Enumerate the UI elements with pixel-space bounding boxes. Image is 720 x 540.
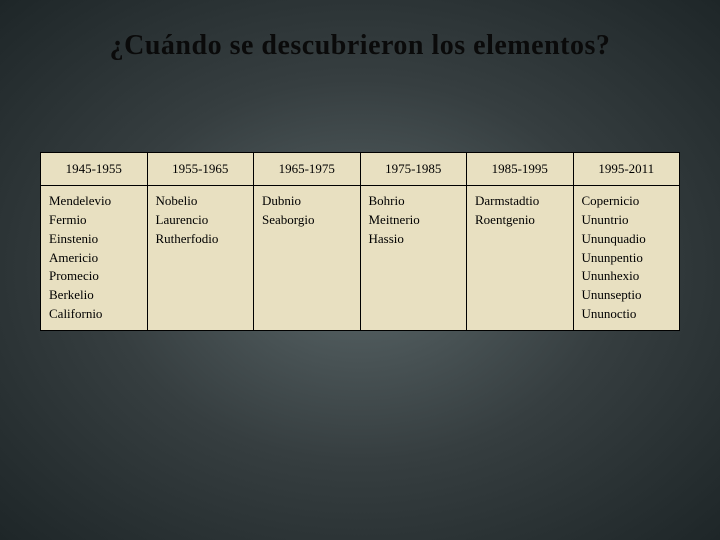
- element-name: Hassio: [369, 230, 459, 249]
- table-cell: DubnioSeaborgio: [254, 186, 361, 331]
- element-name: Bohrio: [369, 192, 459, 211]
- element-name: Einstenio: [49, 230, 139, 249]
- page-title: ¿Cuándo se descubrieron los elementos?: [40, 30, 680, 62]
- table-cell: NobelioLaurencioRutherfodio: [147, 186, 254, 331]
- col-header: 1965-1975: [254, 153, 361, 186]
- element-name: Roentgenio: [475, 211, 565, 230]
- element-name: Seaborgio: [262, 211, 352, 230]
- col-header: 1995-2011: [573, 153, 680, 186]
- element-name: Rutherfodio: [156, 230, 246, 249]
- element-name: Nobelio: [156, 192, 246, 211]
- slide: ¿Cuándo se descubrieron los elementos? 1…: [0, 0, 720, 540]
- element-name: Mendelevio: [49, 192, 139, 211]
- elements-table: 1945-1955 1955-1965 1965-1975 1975-1985 …: [40, 152, 680, 331]
- element-name: Americio: [49, 249, 139, 268]
- table-cell: MendelevioFermioEinstenioAmericioPromeci…: [41, 186, 148, 331]
- element-name: Copernicio: [582, 192, 672, 211]
- element-name: Ununpentio: [582, 249, 672, 268]
- col-header: 1975-1985: [360, 153, 467, 186]
- element-name: Ununhexio: [582, 267, 672, 286]
- element-name: Fermio: [49, 211, 139, 230]
- element-name: Meitnerio: [369, 211, 459, 230]
- element-name: Darmstadtio: [475, 192, 565, 211]
- table-cell: BohrioMeitnerioHassio: [360, 186, 467, 331]
- col-header: 1955-1965: [147, 153, 254, 186]
- table-container: 1945-1955 1955-1965 1965-1975 1975-1985 …: [40, 152, 680, 331]
- col-header: 1985-1995: [467, 153, 574, 186]
- element-name: Californio: [49, 305, 139, 324]
- table-cell: CopernicioUnuntrioUnunquadioUnunpentioUn…: [573, 186, 680, 331]
- table-row: MendelevioFermioEinstenioAmericioPromeci…: [41, 186, 680, 331]
- element-name: Ununseptio: [582, 286, 672, 305]
- table-header-row: 1945-1955 1955-1965 1965-1975 1975-1985 …: [41, 153, 680, 186]
- element-name: Dubnio: [262, 192, 352, 211]
- element-name: Promecio: [49, 267, 139, 286]
- col-header: 1945-1955: [41, 153, 148, 186]
- element-name: Berkelio: [49, 286, 139, 305]
- table-body: MendelevioFermioEinstenioAmericioPromeci…: [41, 186, 680, 331]
- element-name: Ununoctio: [582, 305, 672, 324]
- element-name: Laurencio: [156, 211, 246, 230]
- element-name: Ununtrio: [582, 211, 672, 230]
- element-name: Ununquadio: [582, 230, 672, 249]
- table-header: 1945-1955 1955-1965 1965-1975 1975-1985 …: [41, 153, 680, 186]
- table-cell: DarmstadtioRoentgenio: [467, 186, 574, 331]
